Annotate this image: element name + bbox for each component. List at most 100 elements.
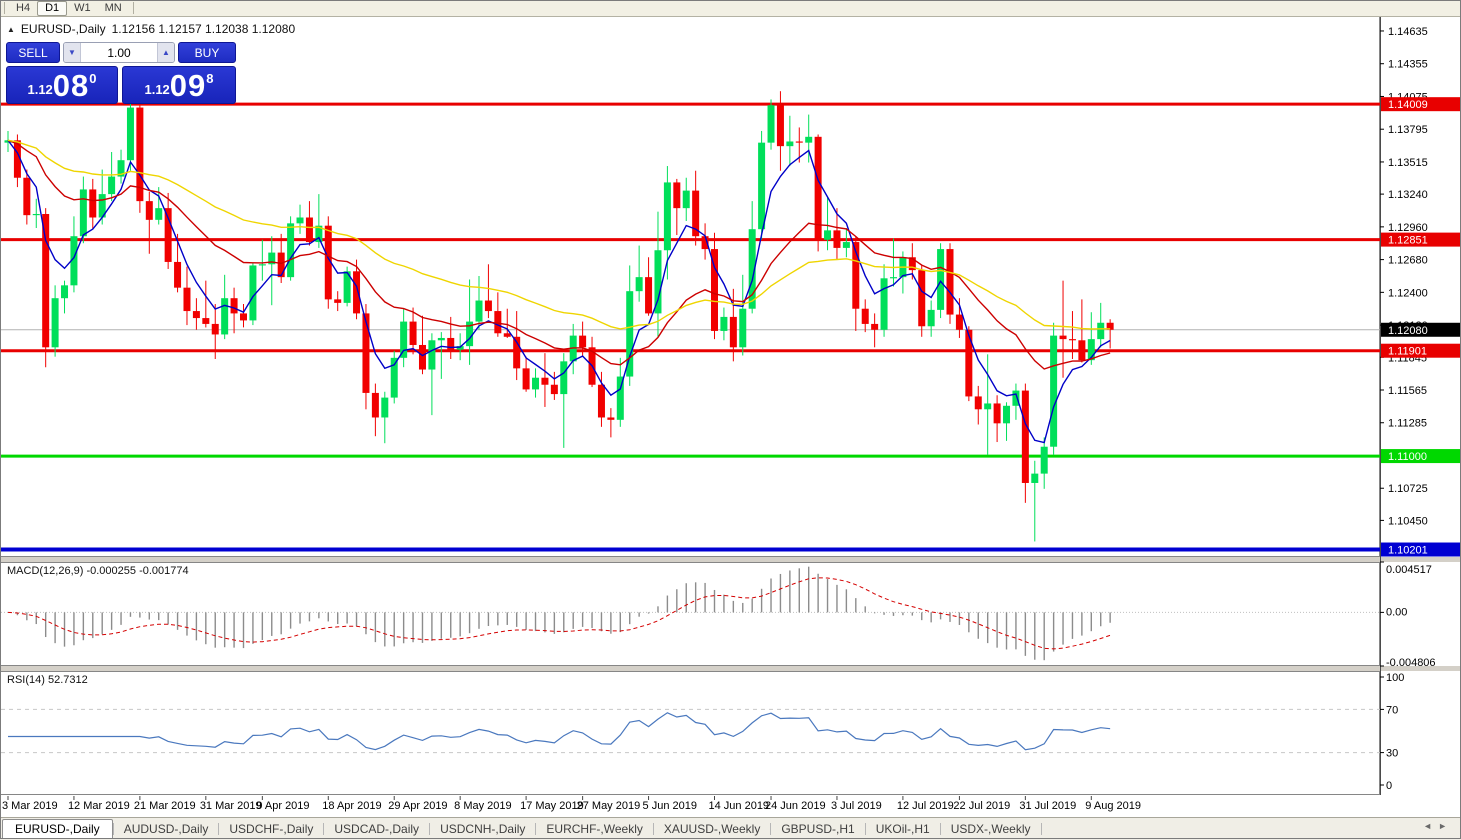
svg-text:1.13795: 1.13795 [1388,124,1428,136]
tab-gbpusd-h1[interactable]: GBPUSD-,H1 [781,822,855,836]
svg-text:1.12960: 1.12960 [1388,222,1428,234]
buy-price-button[interactable]: 1.12 09 8 [122,66,236,104]
svg-text:0.00: 0.00 [1386,606,1407,618]
svg-text:1.10725: 1.10725 [1388,483,1428,495]
tab-usdchf-daily[interactable]: USDCHF-,Daily [229,822,314,836]
svg-text:1.10450: 1.10450 [1388,515,1428,527]
one-click-trading-panel: SELL ▼ 1.00 ▲ BUY 1.12 08 0 1.12 09 8 [6,42,236,104]
buy-price-prefix: 1.12 [144,82,170,97]
svg-text:1.11565: 1.11565 [1388,385,1427,397]
chart-symbol-title: EURUSD-,Daily [20,22,106,36]
svg-text:9 Aug 2019: 9 Aug 2019 [1085,800,1141,812]
buy-price-big-digits: 09 [169,68,207,103]
tab-audusd-daily[interactable]: AUDUSD-,Daily [123,822,209,836]
toolbar-separator [132,2,134,14]
sell-button[interactable]: SELL [6,42,60,63]
svg-text:31 Mar 2019: 31 Mar 2019 [200,800,262,812]
date-axis[interactable]: 3 Mar 2019 12 Mar 2019 21 Mar 2019 31 Mar 2… [2,796,1141,812]
sell-price-prefix: 1.12 [27,82,53,97]
panel-frames [0,16,1461,795]
candles-layer [4,91,1114,542]
tab-scroll-right-icon[interactable]: ► [1438,821,1453,831]
tab-xauusd-weekly[interactable]: XAUUSD-,Weekly [663,822,761,836]
svg-text:1.11901: 1.11901 [1388,346,1427,358]
svg-text:0.004517: 0.004517 [1386,564,1432,576]
tab-ukoil-h1[interactable]: UKOil-,H1 [875,822,930,836]
tab-eurchf-weekly[interactable]: EURCHF-,Weekly [546,822,643,836]
svg-text:1.13240: 1.13240 [1388,189,1428,201]
tab-scroll-left-icon[interactable]: ◄ [1423,821,1439,831]
tab-divider [1040,823,1042,835]
tab-eurusd-daily[interactable]: EURUSD-,Daily [2,819,113,839]
svg-text:14 Jun 2019: 14 Jun 2019 [709,800,770,812]
level-line-1.12851[interactable]: 1.12851 [1,232,1460,247]
svg-text:1.14009: 1.14009 [1388,99,1428,111]
svg-text:100: 100 [1386,672,1404,684]
svg-text:31 Jul 2019: 31 Jul 2019 [1019,800,1076,812]
volume-decrease-button[interactable]: ▼ [64,43,81,62]
level-line-1.11901[interactable]: 1.11901 [1,343,1460,358]
svg-text:30: 30 [1386,748,1398,760]
svg-text:1.14635: 1.14635 [1388,26,1428,38]
tab-usdcnh-daily[interactable]: USDCNH-,Daily [440,822,526,836]
timeframe-toolbar: H4 D1 W1 MN [0,0,1461,17]
svg-text:17 May 2019: 17 May 2019 [520,800,584,812]
tab-divider [323,823,325,835]
svg-text:1.12680: 1.12680 [1388,255,1428,267]
svg-text:1.11285: 1.11285 [1388,418,1427,430]
svg-text:70: 70 [1386,704,1398,716]
tab-divider [652,823,654,835]
svg-text:1.13515: 1.13515 [1388,157,1428,169]
volume-control: ▼ 1.00 ▲ [63,42,175,63]
tab-usdx-weekly[interactable]: USDX-,Weekly [950,822,1031,836]
svg-text:27 May 2019: 27 May 2019 [577,800,641,812]
sell-price-button[interactable]: 1.12 08 0 [6,66,118,104]
svg-text:1.12851: 1.12851 [1388,235,1428,247]
volume-increase-button[interactable]: ▲ [157,43,174,62]
timeframe-button-w1[interactable]: W1 [74,1,91,14]
ma-line-45 [7,139,1111,330]
svg-text:3 Mar 2019: 3 Mar 2019 [2,800,58,812]
ma-line-20 [7,139,1111,370]
sell-price-pipette: 0 [89,71,97,86]
volume-input[interactable]: 1.00 [107,45,131,60]
buy-button[interactable]: BUY [178,42,236,63]
collapse-arrow-icon[interactable]: ▲ [7,24,15,34]
svg-text:5 Jun 2019: 5 Jun 2019 [643,800,697,812]
svg-text:9 Apr 2019: 9 Apr 2019 [256,800,309,812]
svg-text:-0.004806: -0.004806 [1386,657,1436,669]
buy-price-pipette: 8 [206,71,214,86]
svg-text:0: 0 [1386,780,1392,792]
timeframe-button-mn[interactable]: MN [104,1,122,14]
tab-divider [218,823,220,835]
ma-line-5 [7,139,1111,444]
current-price-line: 1.12080 [1,322,1460,337]
timeframe-button-h4[interactable]: H4 [16,1,31,14]
svg-text:29 Apr 2019: 29 Apr 2019 [388,800,447,812]
tab-usdcad-daily[interactable]: USDCAD-,Daily [334,822,420,836]
svg-text:12 Jul 2019: 12 Jul 2019 [897,800,954,812]
tab-divider [864,823,866,835]
chart-ohlc-values: 1.12156 1.12157 1.12038 1.12080 [111,22,296,36]
rsi-indicator-label: RSI(14) 52.7312 [7,674,88,686]
svg-text:21 Mar 2019: 21 Mar 2019 [134,800,196,812]
level-line-1.10201[interactable]: 1.10201 [1,542,1460,557]
sell-price-big-digits: 08 [52,68,90,103]
macd-indicator-label: MACD(12,26,9) -0.000255 -0.001774 [7,565,189,577]
chart-header: ▲ EURUSD-,Daily 1.12156 1.12157 1.12038 … [7,22,295,36]
chart-tab-bar: EURUSD-,Daily AUDUSD-,Daily USDCHF-,Dail… [0,817,1461,840]
tab-divider [939,823,941,835]
timeframe-button-d1[interactable]: D1 [37,0,68,16]
svg-text:1.14355: 1.14355 [1388,59,1428,71]
tab-scroll-arrows[interactable]: ◄► [1423,821,1453,831]
tab-divider [112,823,114,835]
tab-divider [770,823,772,835]
svg-text:12 Mar 2019: 12 Mar 2019 [68,800,130,812]
svg-text:1.10201: 1.10201 [1388,545,1428,557]
toolbar-separator [4,2,5,14]
rsi-panel: 100 70 30 0 [1,672,1404,792]
level-line-1.14009[interactable]: 1.14009 [1,97,1460,112]
tab-divider [535,823,537,835]
level-line-1.11000[interactable]: 1.11000 [1,449,1460,464]
